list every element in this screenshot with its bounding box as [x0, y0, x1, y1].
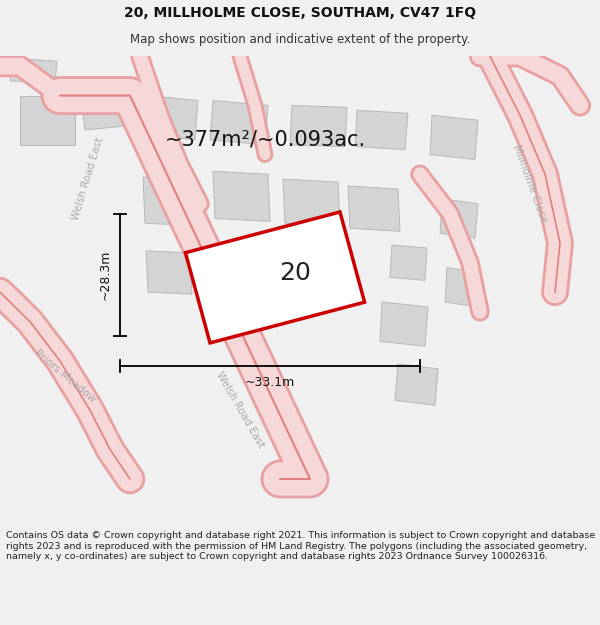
- Text: Map shows position and indicative extent of the property.: Map shows position and indicative extent…: [130, 33, 470, 46]
- Polygon shape: [445, 268, 480, 307]
- Polygon shape: [380, 302, 428, 346]
- Polygon shape: [290, 106, 347, 147]
- Polygon shape: [146, 251, 192, 294]
- Polygon shape: [348, 186, 400, 231]
- Polygon shape: [213, 171, 270, 221]
- Polygon shape: [355, 111, 408, 149]
- Polygon shape: [395, 364, 438, 405]
- Polygon shape: [143, 177, 195, 226]
- Polygon shape: [80, 86, 135, 130]
- Text: Welsh Road East: Welsh Road East: [214, 371, 266, 450]
- Text: ~377m²/~0.093ac.: ~377m²/~0.093ac.: [164, 130, 365, 150]
- Polygon shape: [283, 179, 340, 226]
- Text: ~28.3m: ~28.3m: [99, 250, 112, 300]
- Polygon shape: [210, 101, 268, 145]
- Text: 20: 20: [279, 261, 311, 284]
- Polygon shape: [440, 199, 478, 238]
- Text: ~33.1m: ~33.1m: [245, 376, 295, 389]
- Text: Millholme Close: Millholme Close: [511, 144, 549, 224]
- Polygon shape: [430, 115, 478, 159]
- Text: Contains OS data © Crown copyright and database right 2021. This information is : Contains OS data © Crown copyright and d…: [6, 531, 595, 561]
- Polygon shape: [10, 58, 57, 84]
- Polygon shape: [390, 245, 427, 281]
- Text: 20, MILLHOLME CLOSE, SOUTHAM, CV47 1FQ: 20, MILLHOLME CLOSE, SOUTHAM, CV47 1FQ: [124, 6, 476, 20]
- Polygon shape: [185, 212, 365, 343]
- Polygon shape: [145, 96, 198, 140]
- Text: Priors Meadow: Priors Meadow: [32, 348, 97, 404]
- Polygon shape: [20, 96, 75, 145]
- Text: Welsh Road East: Welsh Road East: [71, 136, 106, 222]
